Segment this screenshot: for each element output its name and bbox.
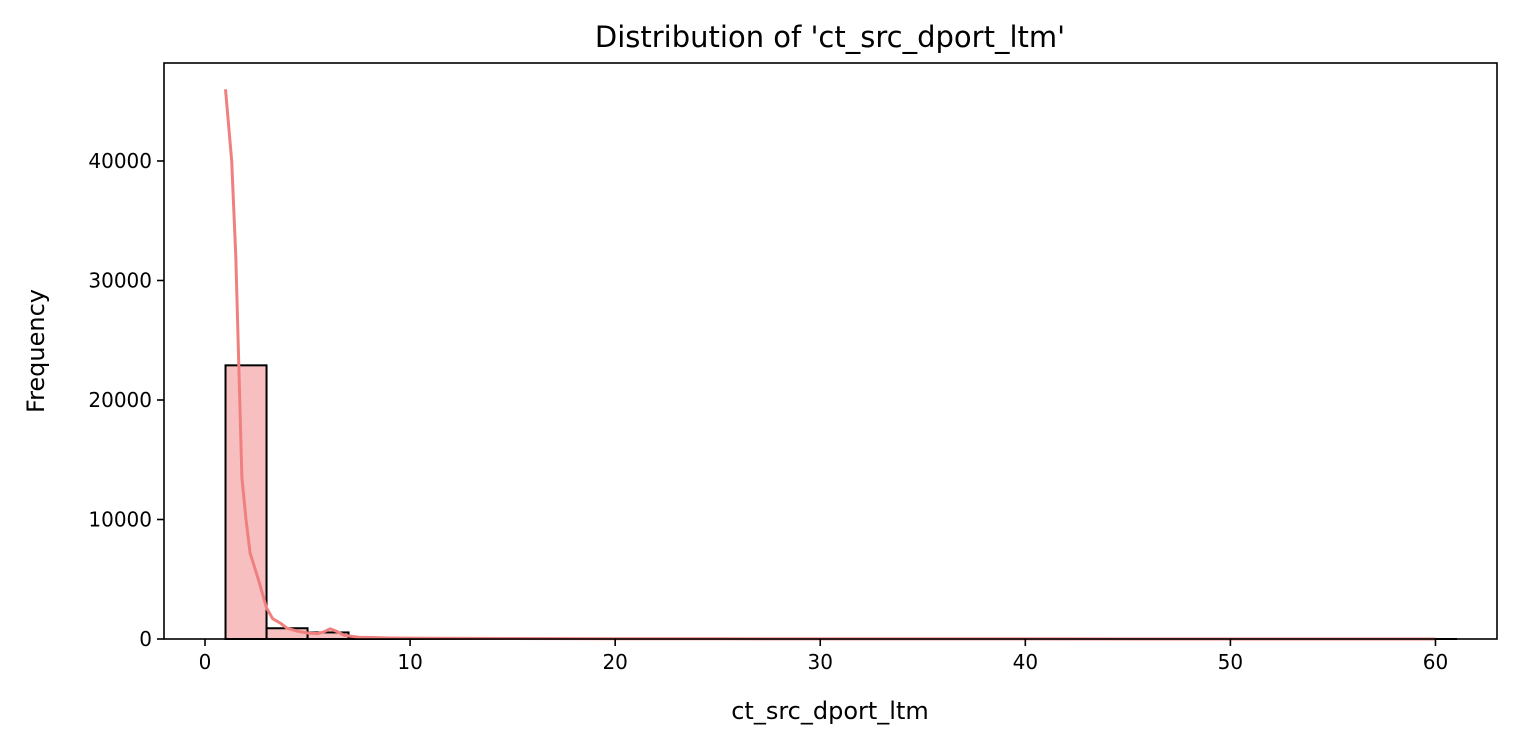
kde-line bbox=[224, 89, 1436, 641]
y-tick-label: 20000 bbox=[88, 388, 152, 412]
x-tick-label: 50 bbox=[1218, 650, 1243, 674]
y-tick-label: 30000 bbox=[88, 268, 152, 292]
x-tick-label: 10 bbox=[397, 650, 422, 674]
x-tick-label: 60 bbox=[1423, 650, 1448, 674]
y-axis-label: Frequency bbox=[22, 289, 50, 413]
y-axis-ticks: 0 10000 20000 30000 40000 bbox=[88, 149, 164, 651]
histogram-bar-1 bbox=[265, 627, 309, 640]
x-tick-label: 30 bbox=[808, 650, 833, 674]
y-tick-label: 10000 bbox=[88, 507, 152, 531]
plot-frame bbox=[163, 62, 1498, 640]
x-tick-label: 0 bbox=[199, 650, 212, 674]
x-axis-ticks: 0 10 20 30 40 50 60 bbox=[199, 639, 1448, 674]
x-tick-label: 20 bbox=[602, 650, 627, 674]
chart-title: Distribution of 'ct_src_dport_ltm' bbox=[595, 20, 1065, 54]
y-tick-label: 0 bbox=[139, 627, 152, 651]
histogram-bars bbox=[224, 364, 1457, 641]
histogram-bar-0 bbox=[224, 364, 268, 640]
y-tick-label: 40000 bbox=[88, 149, 152, 173]
x-tick-label: 40 bbox=[1013, 650, 1038, 674]
x-axis-label: ct_src_dport_ltm bbox=[731, 697, 929, 725]
